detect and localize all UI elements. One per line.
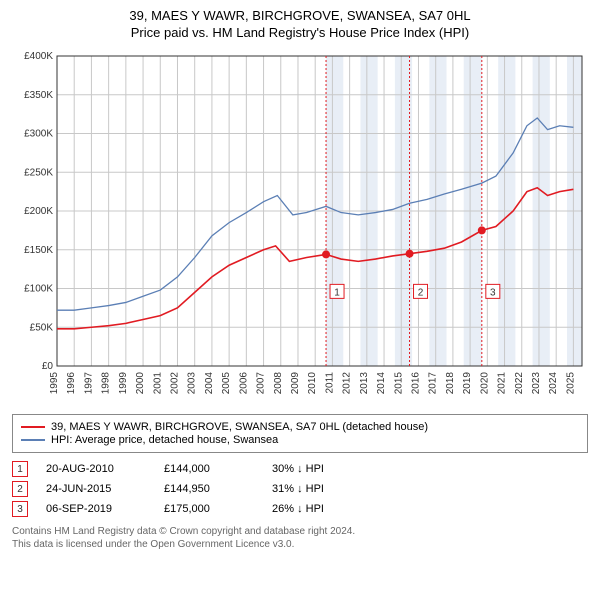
x-tick-label: 2006 <box>238 372 249 395</box>
event-diff: 26% ↓ HPI <box>272 503 372 515</box>
y-tick-label: £200K <box>24 206 53 217</box>
x-tick-label: 2013 <box>359 372 370 395</box>
x-tick-label: 1997 <box>83 372 94 395</box>
event-marker: 3 <box>12 501 28 517</box>
y-tick-label: £50K <box>30 322 54 333</box>
y-tick-label: £250K <box>24 167 53 178</box>
x-tick-label: 1995 <box>49 372 60 395</box>
event-date: 24-JUN-2015 <box>46 483 146 495</box>
x-tick-label: 2000 <box>135 372 146 395</box>
y-tick-label: £100K <box>24 284 53 295</box>
footer-line1: Contains HM Land Registry data © Crown c… <box>12 525 588 538</box>
x-tick-label: 2022 <box>514 372 525 395</box>
x-tick-label: 2025 <box>565 372 576 395</box>
event-marker-number: 2 <box>418 287 424 298</box>
event-diff: 31% ↓ HPI <box>272 483 372 495</box>
y-tick-label: £300K <box>24 129 53 140</box>
x-tick-label: 2024 <box>548 372 559 395</box>
price-chart: £0 £50K £100K £150K £200K £250K £300K £350K £400… <box>12 46 588 406</box>
event-price: £144,000 <box>164 463 254 475</box>
x-tick-label: 2002 <box>169 372 180 395</box>
x-tick-label: 2009 <box>290 372 301 395</box>
x-tick-label: 1998 <box>101 372 112 395</box>
y-tick-label: £150K <box>24 245 53 256</box>
legend-swatch <box>21 426 45 428</box>
event-date: 20-AUG-2010 <box>46 463 146 475</box>
legend: 39, MAES Y WAWR, BIRCHGROVE, SWANSEA, SA… <box>12 414 588 453</box>
x-tick-label: 2021 <box>497 372 508 395</box>
x-tick-label: 2016 <box>410 372 421 395</box>
event-marker: 2 <box>12 481 28 497</box>
x-tick-label: 2015 <box>393 372 404 395</box>
x-tick-label: 2012 <box>342 372 353 395</box>
y-tick-label: £350K <box>24 90 53 101</box>
x-tick-label: 1999 <box>118 372 129 395</box>
legend-swatch <box>21 439 45 441</box>
x-tick-label: 2020 <box>479 372 490 395</box>
event-marker-number: 1 <box>334 287 340 298</box>
event-diff: 30% ↓ HPI <box>272 463 372 475</box>
chart-title-sub: Price paid vs. HM Land Registry's House … <box>12 25 588 40</box>
event-date: 06-SEP-2019 <box>46 503 146 515</box>
legend-label: 39, MAES Y WAWR, BIRCHGROVE, SWANSEA, SA… <box>51 421 428 433</box>
x-tick-label: 2023 <box>531 372 542 395</box>
chart-title-address: 39, MAES Y WAWR, BIRCHGROVE, SWANSEA, SA… <box>12 8 588 23</box>
x-tick-label: 2014 <box>376 372 387 395</box>
event-table: 1 20-AUG-2010 £144,000 30% ↓ HPI 2 24-JUN-201… <box>12 461 588 517</box>
footer-attribution: Contains HM Land Registry data © Crown c… <box>12 525 588 551</box>
event-row: 1 20-AUG-2010 £144,000 30% ↓ HPI <box>12 461 588 477</box>
event-row: 2 24-JUN-2015 £144,950 31% ↓ HPI <box>12 481 588 497</box>
y-tick-label: £400K <box>24 51 53 62</box>
x-tick-label: 2003 <box>187 372 198 395</box>
legend-label: HPI: Average price, detached house, Swan… <box>51 434 278 446</box>
x-tick-label: 2018 <box>445 372 456 395</box>
footer-line2: This data is licensed under the Open Gov… <box>12 538 588 551</box>
legend-row: HPI: Average price, detached house, Swan… <box>21 434 579 446</box>
legend-row: 39, MAES Y WAWR, BIRCHGROVE, SWANSEA, SA… <box>21 421 579 433</box>
y-tick-label: £0 <box>42 361 54 372</box>
x-tick-label: 1996 <box>66 372 77 395</box>
x-tick-label: 2011 <box>324 372 335 394</box>
x-tick-label: 2004 <box>204 372 215 395</box>
x-tick-label: 2007 <box>256 372 267 395</box>
event-marker: 1 <box>12 461 28 477</box>
event-price: £144,950 <box>164 483 254 495</box>
event-marker-number: 3 <box>490 287 496 298</box>
x-tick-label: 2019 <box>462 372 473 395</box>
chart-svg: £0 £50K £100K £150K £200K £250K £300K £350K £400… <box>12 46 588 406</box>
event-row: 3 06-SEP-2019 £175,000 26% ↓ HPI <box>12 501 588 517</box>
x-tick-label: 2010 <box>307 372 318 395</box>
x-tick-label: 2005 <box>221 372 232 395</box>
x-tick-label: 2008 <box>273 372 284 395</box>
x-tick-label: 2001 <box>152 372 163 395</box>
event-price: £175,000 <box>164 503 254 515</box>
x-tick-label: 2017 <box>428 372 439 395</box>
